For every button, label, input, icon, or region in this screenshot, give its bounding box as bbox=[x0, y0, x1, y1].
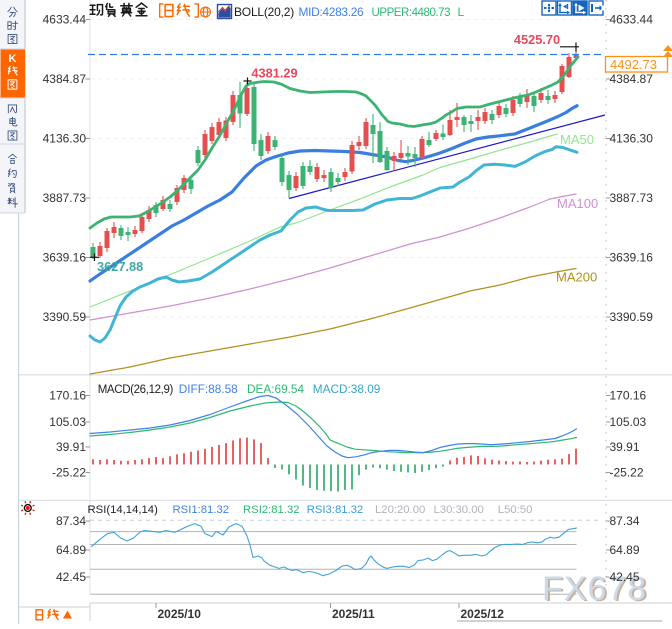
svg-text:4384.87: 4384.87 bbox=[43, 72, 87, 86]
svg-text:BOLL(20,2): BOLL(20,2) bbox=[234, 5, 294, 19]
svg-text:3887.73: 3887.73 bbox=[610, 191, 654, 205]
svg-text:4633.44: 4633.44 bbox=[43, 13, 87, 27]
svg-text:105.03: 105.03 bbox=[610, 415, 647, 429]
svg-text:UPPER:4480.73: UPPER:4480.73 bbox=[372, 7, 451, 19]
svg-text:39.91: 39.91 bbox=[56, 440, 86, 454]
svg-text:3390.59: 3390.59 bbox=[43, 310, 87, 324]
svg-text:170.16: 170.16 bbox=[49, 389, 86, 403]
svg-text:MA200: MA200 bbox=[556, 270, 597, 285]
svg-text:L30:30.00: L30:30.00 bbox=[434, 504, 484, 516]
svg-text:105.03: 105.03 bbox=[49, 415, 86, 429]
svg-text:4136.30: 4136.30 bbox=[610, 132, 654, 146]
svg-text:3887.73: 3887.73 bbox=[43, 191, 87, 205]
svg-text:64.89: 64.89 bbox=[56, 543, 86, 557]
svg-text:3627.88: 3627.88 bbox=[97, 259, 143, 274]
svg-text:RSI3:81.32: RSI3:81.32 bbox=[307, 504, 364, 516]
svg-text:87.34: 87.34 bbox=[56, 514, 86, 528]
svg-text:L50:50: L50:50 bbox=[498, 504, 533, 516]
svg-text:4492.73: 4492.73 bbox=[610, 57, 657, 72]
svg-text:3639.16: 3639.16 bbox=[43, 251, 87, 265]
svg-text:2025/11: 2025/11 bbox=[332, 607, 375, 621]
svg-text:39.91: 39.91 bbox=[610, 440, 640, 454]
svg-text:4381.29: 4381.29 bbox=[251, 66, 297, 81]
svg-text:4525.70: 4525.70 bbox=[514, 32, 560, 47]
svg-text:4384.87: 4384.87 bbox=[610, 72, 654, 86]
svg-text:MA50: MA50 bbox=[560, 132, 594, 147]
svg-text:2025/10: 2025/10 bbox=[158, 607, 202, 621]
svg-text:DIFF:88.58: DIFF:88.58 bbox=[179, 382, 238, 396]
svg-text:L20:20.00: L20:20.00 bbox=[375, 504, 425, 516]
svg-text:-25.22: -25.22 bbox=[52, 466, 86, 480]
svg-text:-25.22: -25.22 bbox=[610, 466, 644, 480]
svg-text:FX678: FX678 bbox=[542, 570, 647, 608]
svg-text:RSI1:81.32: RSI1:81.32 bbox=[173, 504, 230, 516]
svg-text:K: K bbox=[9, 53, 17, 65]
svg-text:MA100: MA100 bbox=[557, 196, 598, 211]
svg-text:42.45: 42.45 bbox=[56, 570, 86, 584]
svg-text:2025/12: 2025/12 bbox=[461, 607, 505, 621]
svg-text:RSI(14,14,14): RSI(14,14,14) bbox=[88, 504, 159, 516]
svg-text:3639.16: 3639.16 bbox=[610, 251, 654, 265]
svg-text:4633.44: 4633.44 bbox=[610, 13, 654, 27]
svg-text:87.34: 87.34 bbox=[610, 514, 640, 528]
svg-text:L: L bbox=[458, 5, 465, 19]
svg-text:DEA:69.54: DEA:69.54 bbox=[247, 382, 304, 396]
svg-text:64.89: 64.89 bbox=[610, 543, 640, 557]
svg-text:FX678: FX678 bbox=[544, 571, 649, 609]
svg-text:MACD(26,12,9): MACD(26,12,9) bbox=[98, 384, 174, 396]
svg-text:42.45: 42.45 bbox=[610, 570, 640, 584]
svg-text:170.16: 170.16 bbox=[610, 389, 647, 403]
svg-text:MACD:38.09: MACD:38.09 bbox=[313, 382, 381, 396]
svg-text:4136.30: 4136.30 bbox=[43, 132, 87, 146]
svg-text:MID:4283.26: MID:4283.26 bbox=[299, 5, 365, 19]
svg-text:RSI2:81.32: RSI2:81.32 bbox=[243, 504, 300, 516]
svg-text:3390.59: 3390.59 bbox=[610, 310, 654, 324]
